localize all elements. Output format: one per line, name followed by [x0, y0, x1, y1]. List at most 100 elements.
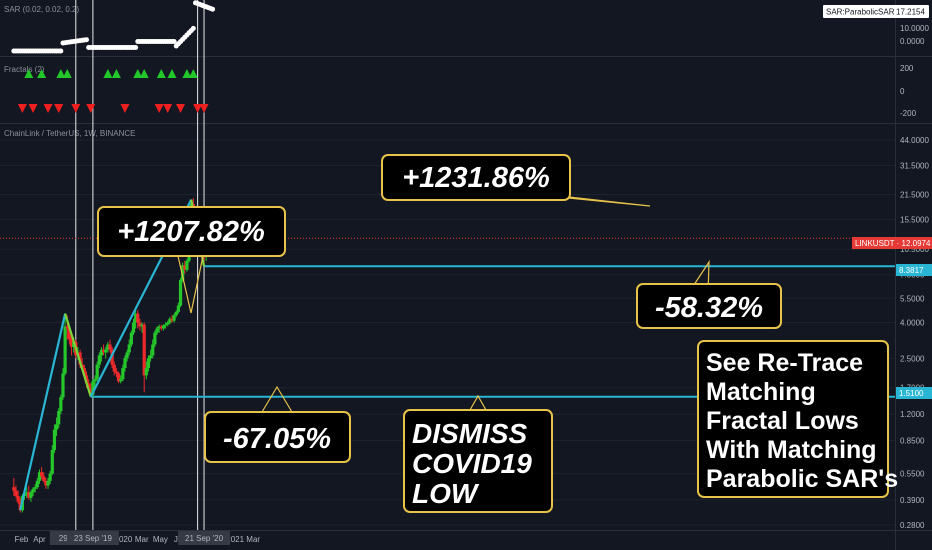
support-tag-2: 1.5100	[896, 387, 932, 399]
candle-body	[181, 265, 185, 280]
candle-body	[104, 349, 108, 353]
candle-body	[178, 279, 183, 306]
callout-gain-2-text: +1231.86%	[402, 162, 550, 194]
time-scale-label: 2020	[115, 535, 133, 544]
candle-body	[134, 313, 138, 323]
candle-body	[25, 492, 29, 495]
time-marker-label: 23 Sep '19	[74, 534, 113, 543]
sar-panel	[0, 0, 932, 56]
candle-body	[161, 325, 166, 329]
callout-covid-line-2: COVID19	[412, 448, 532, 479]
candle-body	[48, 473, 52, 481]
sar-dot	[190, 25, 196, 31]
candle-body	[112, 364, 116, 372]
callout-loss-1: -67.05%	[204, 411, 351, 463]
fractal-down-marker	[120, 104, 130, 113]
price-scale-label: 10.5000	[900, 245, 929, 254]
callout-loss-1-text: -67.05%	[223, 423, 331, 455]
fractal-up-marker	[188, 69, 198, 78]
fractal-scale-label: 0	[900, 87, 905, 96]
candle-body	[89, 387, 93, 395]
sar-dot	[133, 45, 139, 50]
fractal-up-marker	[62, 69, 72, 78]
fractal-scale-label: 200	[900, 64, 914, 73]
sar-legend: SAR:ParabolicSAR 17.2154	[823, 5, 929, 18]
price-scale-label: 44.0000	[900, 136, 929, 145]
candle-body	[91, 381, 95, 395]
candle-body	[185, 260, 189, 270]
support-tag-1-text: 8.3817	[899, 266, 924, 275]
time-scale: FebAprJun2020MarMayJulNov2021Mar29 Jul '…	[15, 531, 260, 545]
fractal-up-marker	[37, 69, 47, 78]
candle-body	[35, 480, 39, 488]
candle-body	[50, 449, 54, 474]
candle-body	[157, 326, 161, 329]
time-scale-label: 2021	[226, 535, 244, 544]
sar-dot	[210, 6, 216, 12]
sar-series	[11, 0, 216, 54]
candle-body	[131, 322, 136, 333]
candle-body	[140, 324, 144, 327]
sar-dot	[58, 48, 64, 54]
callout-note-line-5: Parabolic SAR's	[706, 465, 898, 493]
candle-body	[108, 344, 112, 350]
fractal-label: Fractals (2)	[4, 65, 45, 74]
candle-body	[31, 488, 35, 493]
candle-body	[42, 476, 46, 481]
sar-dot	[83, 37, 89, 43]
fractal-up-marker	[24, 69, 34, 78]
candle-body	[61, 373, 65, 398]
fractal-series	[17, 69, 209, 113]
candle-body	[27, 492, 31, 498]
callout-loss-2-text: -58.32%	[655, 292, 763, 324]
fractal-down-marker	[71, 104, 81, 113]
fractal-up-marker	[167, 69, 177, 78]
candle-body	[33, 487, 37, 489]
candle-body	[67, 328, 71, 340]
candle-body	[114, 371, 119, 374]
price-scale-label: 0.3900	[900, 496, 925, 505]
fractal-down-marker	[176, 104, 186, 113]
support-tag-2-text: 1.5100	[899, 389, 924, 398]
sar-legend-name: SAR:ParabolicSAR	[826, 8, 895, 17]
sar-scale-label: 0.0000	[900, 37, 925, 46]
candle-body	[65, 326, 69, 329]
current-price-text: LINKUSDT · 12.0974	[855, 239, 931, 248]
candle-body	[125, 352, 129, 359]
candle-body	[174, 311, 178, 316]
candle-body	[63, 326, 67, 374]
fractal-scale-label: -200	[900, 109, 917, 118]
trend-line	[64, 313, 92, 398]
candle-body	[121, 368, 125, 380]
trend-line	[19, 313, 67, 511]
fractal-down-marker	[43, 104, 53, 113]
candle-body	[29, 492, 33, 498]
candle-body	[155, 328, 159, 333]
callout-note-line-3: Fractal Lows	[706, 407, 859, 435]
candle-body	[97, 355, 101, 365]
candle-body	[127, 344, 131, 353]
candle-body	[40, 472, 44, 477]
fractal-up-marker	[103, 69, 113, 78]
candle-body	[59, 397, 63, 412]
candle-body	[99, 349, 104, 356]
candle-body	[57, 411, 61, 425]
callout-note: See Re-Trace Matching Fractal Lows With …	[697, 340, 898, 498]
time-marker-tag	[66, 531, 119, 545]
fractal-down-marker	[28, 104, 38, 113]
price-scale-label: 31.5000	[900, 161, 929, 170]
callout-covid-line-3: LOW	[412, 478, 480, 509]
callout-covid-line-1: DISMISS	[412, 418, 527, 449]
candle-body	[82, 368, 86, 376]
candle-body	[69, 339, 74, 348]
time-scale-label: Apr	[33, 535, 46, 544]
price-scale-label: 0.2800	[900, 521, 925, 530]
fractal-down-marker	[54, 104, 64, 113]
fractal-up-marker	[133, 69, 143, 78]
candle-body	[123, 358, 127, 369]
time-marker-label: 21 Sep '20	[185, 534, 224, 543]
fractal-down-marker	[86, 104, 96, 113]
price-scale-label: 15.5000	[900, 215, 929, 224]
candle-body	[144, 368, 148, 376]
